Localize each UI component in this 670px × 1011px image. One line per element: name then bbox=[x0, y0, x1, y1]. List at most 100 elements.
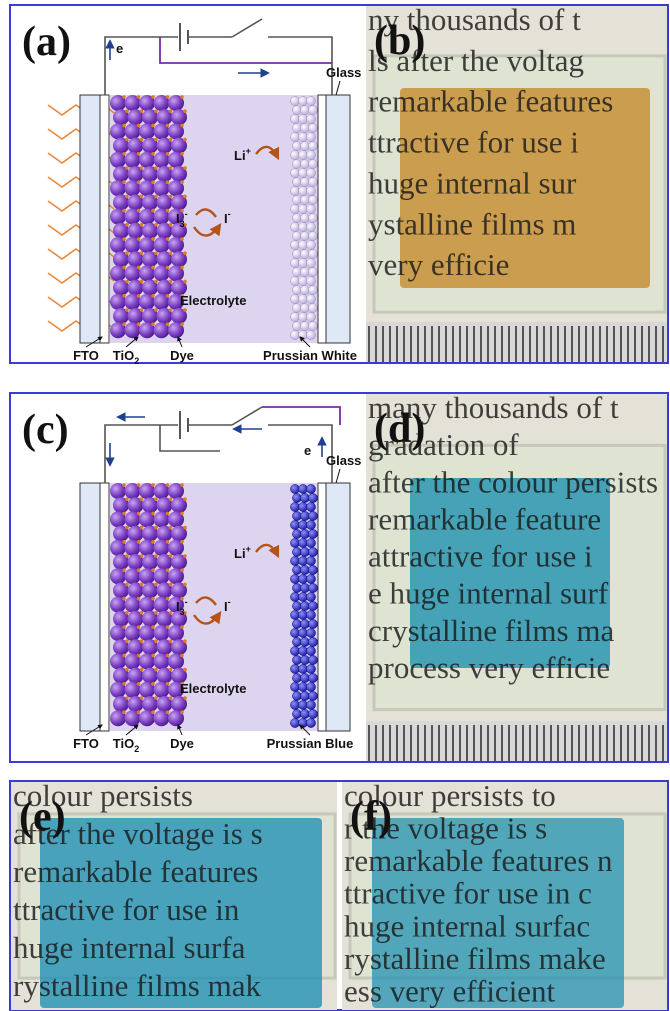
dye-molecule bbox=[169, 583, 173, 587]
dye-molecule bbox=[137, 95, 141, 99]
dye-molecule bbox=[180, 124, 184, 128]
photo-text: e huge internal surf bbox=[368, 576, 609, 611]
bottom-label-sub: 2 bbox=[134, 744, 139, 754]
counter-particle bbox=[306, 240, 315, 249]
dye-molecule bbox=[154, 696, 158, 700]
dye-molecule bbox=[140, 195, 144, 199]
dye-molecule bbox=[166, 568, 170, 572]
dye-molecule bbox=[154, 639, 158, 643]
counter-particle bbox=[308, 709, 317, 718]
counter-particle bbox=[306, 682, 315, 691]
dye-molecule bbox=[151, 237, 155, 241]
dye-molecule bbox=[140, 138, 144, 142]
dye-molecule bbox=[137, 237, 141, 241]
dye-molecule bbox=[140, 668, 144, 672]
dye-molecule bbox=[166, 95, 170, 99]
fto-left bbox=[100, 95, 109, 343]
dye-molecule bbox=[151, 710, 155, 714]
counter-particle bbox=[308, 105, 317, 114]
counter-particle bbox=[308, 601, 317, 610]
dye-molecule bbox=[166, 625, 170, 629]
dye-molecule bbox=[140, 696, 144, 700]
dye-molecule bbox=[154, 554, 158, 558]
bypass-wire bbox=[160, 425, 220, 451]
dye-molecule bbox=[183, 251, 187, 255]
counter-particle bbox=[308, 267, 317, 276]
dye-molecule bbox=[180, 597, 184, 601]
counter-particle bbox=[306, 258, 315, 267]
counter-particle bbox=[306, 222, 315, 231]
dye-molecule bbox=[154, 109, 158, 113]
electron-label: e bbox=[304, 443, 311, 458]
dye-molecule bbox=[166, 180, 170, 184]
counter-particle bbox=[308, 511, 317, 520]
dye-molecule bbox=[183, 138, 187, 142]
dye-molecule bbox=[137, 540, 141, 544]
dye-molecule bbox=[183, 668, 187, 672]
dye-molecule bbox=[166, 322, 170, 326]
dye-molecule bbox=[122, 237, 126, 241]
panel-label: (e) bbox=[19, 794, 66, 840]
panel-label: (a) bbox=[22, 19, 71, 65]
dye-molecule bbox=[122, 95, 126, 99]
dye-molecule bbox=[125, 280, 129, 284]
dye-molecule bbox=[151, 294, 155, 298]
dye-molecule bbox=[137, 209, 141, 213]
dye-molecule bbox=[125, 166, 129, 170]
dye-molecule bbox=[154, 166, 158, 170]
counter-particle bbox=[306, 520, 315, 529]
bottom-label: Dye bbox=[170, 348, 194, 363]
dye-molecule bbox=[122, 152, 126, 156]
dye-molecule bbox=[169, 251, 173, 255]
dye-molecule bbox=[140, 109, 144, 113]
dye-molecule bbox=[166, 209, 170, 213]
electron-label: e bbox=[116, 41, 123, 56]
counter-particle bbox=[306, 700, 315, 709]
dye-molecule bbox=[169, 308, 173, 312]
dye-molecule bbox=[166, 237, 170, 241]
dye-molecule bbox=[122, 266, 126, 270]
counter-particle bbox=[308, 691, 317, 700]
dye-molecule bbox=[166, 540, 170, 544]
photo-text: rystalline films mak bbox=[13, 968, 261, 1003]
panel-label: (d) bbox=[374, 406, 425, 452]
counter-particle bbox=[306, 664, 315, 673]
dye-molecule bbox=[166, 512, 170, 516]
dye-molecule bbox=[125, 611, 129, 615]
dye-molecule bbox=[137, 180, 141, 184]
dye-molecule bbox=[137, 682, 141, 686]
dye-molecule bbox=[122, 322, 126, 326]
photo-text: process very efficie bbox=[368, 650, 610, 685]
dye-molecule bbox=[125, 696, 129, 700]
dye-molecule bbox=[180, 710, 184, 714]
dye-molecule bbox=[140, 611, 144, 615]
photo-text: ystalline films m bbox=[368, 206, 576, 241]
counter-particle bbox=[306, 330, 315, 339]
counter-particle bbox=[308, 655, 317, 664]
figure: eGlassLi+I3-I-ElectrolyteFTOTiO2DyePruss… bbox=[0, 0, 670, 1011]
glass-right bbox=[326, 95, 350, 343]
dye-molecule bbox=[166, 152, 170, 156]
dye-molecule bbox=[166, 124, 170, 128]
dye-molecule bbox=[166, 266, 170, 270]
dye-molecule bbox=[169, 280, 173, 284]
page: {"schematic_a":{"label":"(a)","electron"… bbox=[0, 0, 670, 1011]
glass-right bbox=[326, 483, 350, 731]
dye-molecule bbox=[166, 682, 170, 686]
dye-molecule bbox=[180, 266, 184, 270]
dye-molecule bbox=[180, 568, 184, 572]
dye-molecule bbox=[140, 583, 144, 587]
dye-molecule bbox=[140, 166, 144, 170]
electrolyte-label: Electrolyte bbox=[180, 681, 246, 696]
dye-molecule bbox=[166, 654, 170, 658]
photo-text: ttractive for use i bbox=[368, 125, 579, 160]
wire bbox=[105, 425, 178, 483]
dye-molecule bbox=[151, 483, 155, 487]
photo-text: huge internal surfac bbox=[344, 908, 590, 943]
photo-text: ttractive for use in bbox=[13, 892, 240, 927]
dye-molecule bbox=[125, 251, 129, 255]
glass-label: Glass bbox=[326, 65, 361, 80]
bypass-wire bbox=[160, 37, 332, 63]
dye-molecule bbox=[169, 526, 173, 530]
counter-particle bbox=[306, 628, 315, 637]
